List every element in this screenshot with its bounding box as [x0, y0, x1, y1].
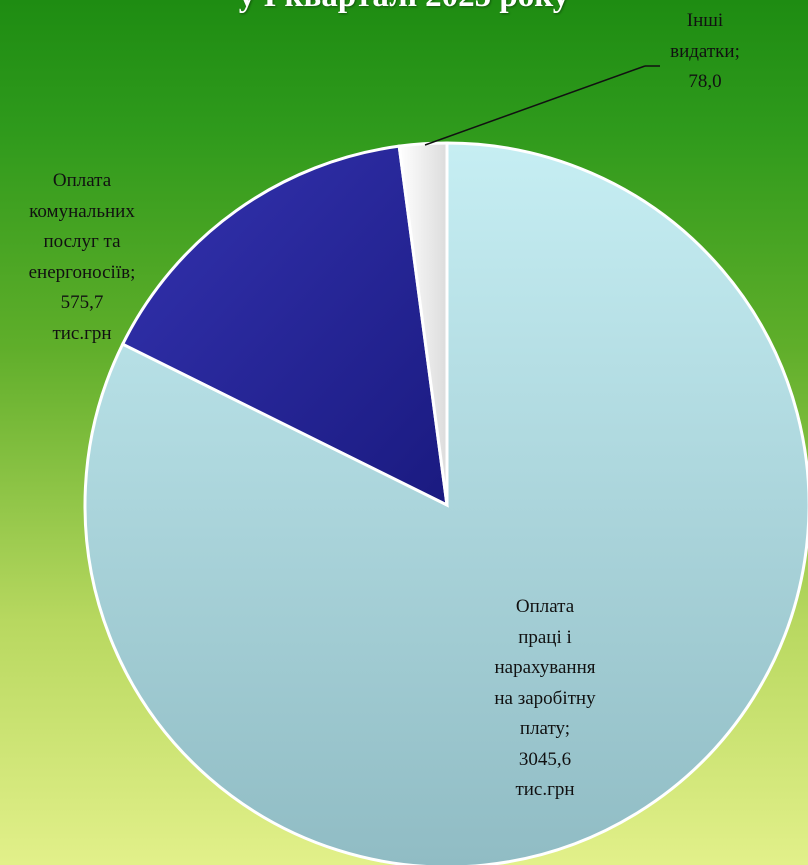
label-salary-line: на заробітну: [494, 687, 596, 709]
label-utilities-value: 575,7: [60, 292, 104, 313]
label-salary-unit: тис.грн: [515, 779, 575, 800]
label-salary-line: нарахування: [494, 657, 596, 678]
label-utilities-line: енергоносіїв;: [28, 261, 136, 283]
label-utilities: Оплата комунальних послуг та енергоносії…: [2, 166, 162, 349]
label-salary-line: плату;: [519, 718, 571, 739]
label-utilities-line: комунальних: [29, 200, 135, 222]
label-utilities-line: Оплата: [52, 170, 112, 191]
label-salary: Оплата праці і нарахування на заробітну …: [470, 592, 620, 806]
slice-other: [397, 141, 449, 506]
chart-title: у І кварталі 2025 року: [0, 0, 808, 15]
label-salary-value: 3045,6: [518, 748, 572, 770]
label-utilities-line: послуг та: [43, 231, 121, 252]
slice-salary: [83, 141, 808, 865]
label-other-value: 78,0: [688, 71, 722, 92]
label-salary-line: праці і: [518, 626, 572, 648]
label-salary-line: Оплата: [515, 596, 575, 617]
label-other-line: Інші: [686, 10, 724, 31]
label-other-line: видатки;: [670, 40, 740, 62]
leader-line-other: [424, 65, 646, 146]
slice-utilities: [120, 144, 449, 508]
label-utilities-unit: тис.грн: [52, 322, 112, 344]
label-other: Інші видатки; 78,0: [655, 6, 755, 98]
